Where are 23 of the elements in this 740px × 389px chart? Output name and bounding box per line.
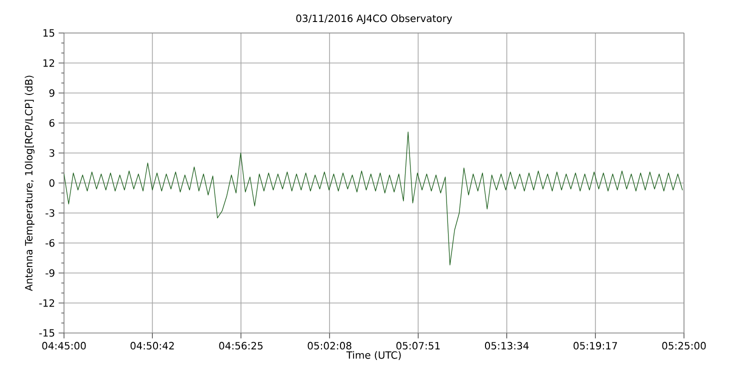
y-tick-label: 6 [49,119,54,127]
x-tick-label: 05:07:51 [396,342,440,350]
x-tick-label: 04:56:25 [219,342,263,350]
y-tick-label: 9 [49,89,54,97]
line-series [64,132,683,266]
y-tick-label: -3 [46,209,54,217]
y-tick-label: 12 [43,59,54,67]
y-tick-label: -15 [39,329,54,337]
y-tick-label: 3 [49,149,54,157]
y-tick-label: 0 [49,179,54,187]
chart-title: 03/11/2016 AJ4CO Observatory [296,14,452,24]
y-tick-label: -12 [39,299,54,307]
x-tick-label: 05:19:17 [574,342,617,350]
x-axis-title: Time (UTC) [346,351,401,360]
y-axis-title: Antenna Temperature, 10log[RCP/LCP] (dB) [24,76,34,292]
y-tick-label: -9 [46,269,54,277]
x-tick-label: 05:25:00 [662,342,706,350]
x-tick-label: 05:13:34 [484,342,529,350]
x-tick-label: 04:45:00 [42,342,86,350]
x-tick-label: 05:02:08 [308,342,352,350]
x-tick-label: 04:50:42 [130,342,174,350]
y-tick-label: 15 [43,29,54,37]
y-tick-label: -6 [46,239,54,247]
